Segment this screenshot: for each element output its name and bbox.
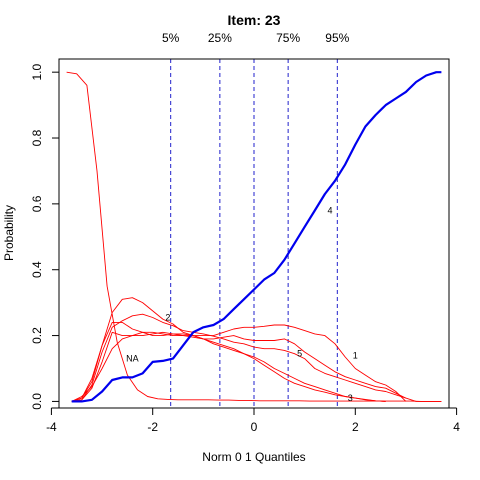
distractor-curve bbox=[71, 331, 386, 402]
y-axis: 0.0 0.2 0.4 0.6 0.8 1.0 bbox=[30, 64, 59, 410]
curve-label: 4 bbox=[327, 205, 332, 215]
series-labels: 1 2 3 5 NA 4 bbox=[126, 205, 358, 403]
quantile-label: 75% bbox=[276, 31, 300, 45]
x-tick-label: -2 bbox=[147, 420, 158, 434]
y-tick-label: 0.0 bbox=[30, 393, 44, 410]
curve-label: NA bbox=[126, 354, 139, 364]
quantile-label: 5% bbox=[162, 31, 180, 45]
curve-label: 3 bbox=[348, 393, 353, 403]
curve-label: 2 bbox=[165, 312, 170, 322]
y-tick-label: 0.2 bbox=[30, 327, 44, 344]
quantile-label: 25% bbox=[208, 31, 232, 45]
quantile-labels: 5% 25% 75% 95% bbox=[162, 31, 350, 45]
distractor-curve bbox=[71, 321, 442, 402]
quantile-label: 95% bbox=[325, 31, 349, 45]
y-tick-label: 1.0 bbox=[30, 64, 44, 81]
curve-label: 1 bbox=[353, 350, 358, 360]
y-tick-label: 0.8 bbox=[30, 129, 44, 146]
distractor-curve bbox=[71, 297, 386, 402]
x-axis-label: Norm 0 1 Quantiles bbox=[202, 450, 305, 464]
x-tick-label: -4 bbox=[46, 420, 57, 434]
distractor-curve bbox=[71, 324, 407, 402]
y-tick-label: 0.4 bbox=[30, 261, 44, 278]
x-axis: -4 -2 0 2 4 bbox=[46, 407, 460, 434]
curve-label: 5 bbox=[297, 349, 302, 359]
series-layer bbox=[66, 71, 442, 403]
quantile-lines bbox=[170, 59, 338, 408]
key-curve bbox=[71, 71, 442, 403]
y-axis-label: Probability bbox=[2, 205, 16, 261]
y-tick-label: 0.6 bbox=[30, 195, 44, 212]
x-tick-label: 2 bbox=[352, 420, 359, 434]
x-tick-label: 4 bbox=[453, 420, 460, 434]
distractor-curve bbox=[71, 313, 407, 402]
x-tick-label: 0 bbox=[251, 420, 258, 434]
chart-title: Item: 23 bbox=[228, 12, 281, 28]
